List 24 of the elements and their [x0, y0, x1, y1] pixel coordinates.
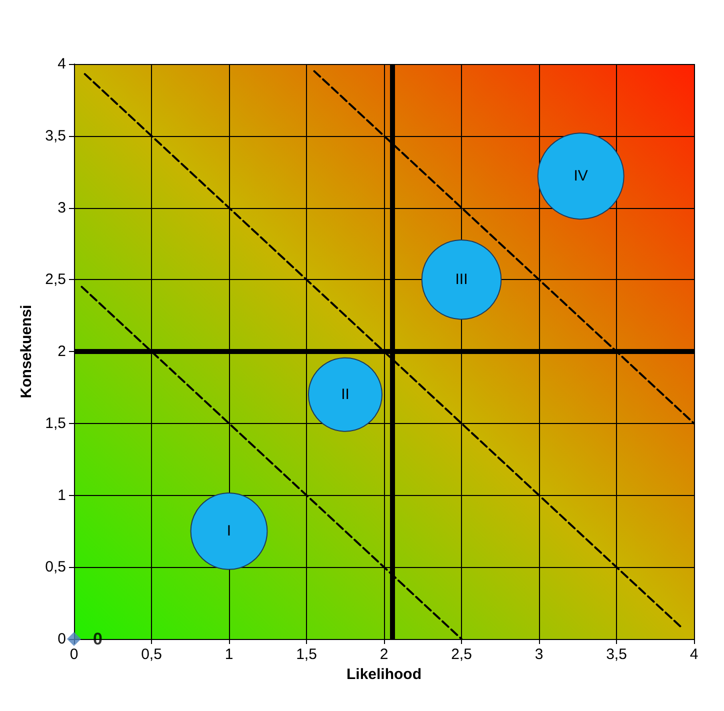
y-tick-label: 1,5	[45, 414, 66, 432]
y-tick-label: 2	[58, 343, 66, 360]
series-label: III	[455, 271, 468, 288]
y-tick-label: 4	[58, 56, 66, 72]
y-tick-label: 0,5	[45, 558, 66, 576]
series-label: I	[226, 522, 232, 540]
y-tick-label: 1	[58, 486, 66, 504]
y-tick-label: 0	[58, 630, 66, 648]
x-tick-label: 0,5	[141, 646, 162, 663]
x-tick-label: 2	[380, 646, 388, 663]
x-tick-label: 1,5	[296, 646, 317, 663]
x-tick-label: 2,5	[451, 646, 472, 663]
y-tick-label: 3	[58, 199, 66, 216]
x-tick-label: 1	[224, 646, 234, 663]
x-axis-title: Likelihood	[346, 666, 422, 683]
y-tick-label: 3,5	[45, 127, 66, 144]
x-tick-label: 3	[534, 646, 544, 663]
x-tick-label: 4	[690, 646, 698, 663]
x-tick-label: 3,5	[606, 646, 627, 663]
series-label: IV	[574, 168, 588, 185]
series-label: II	[341, 386, 350, 404]
y-tick-label: 2,5	[45, 271, 66, 288]
y-axis-title: Konsekuensi	[18, 304, 35, 398]
x-tick-label: 0	[70, 646, 78, 663]
